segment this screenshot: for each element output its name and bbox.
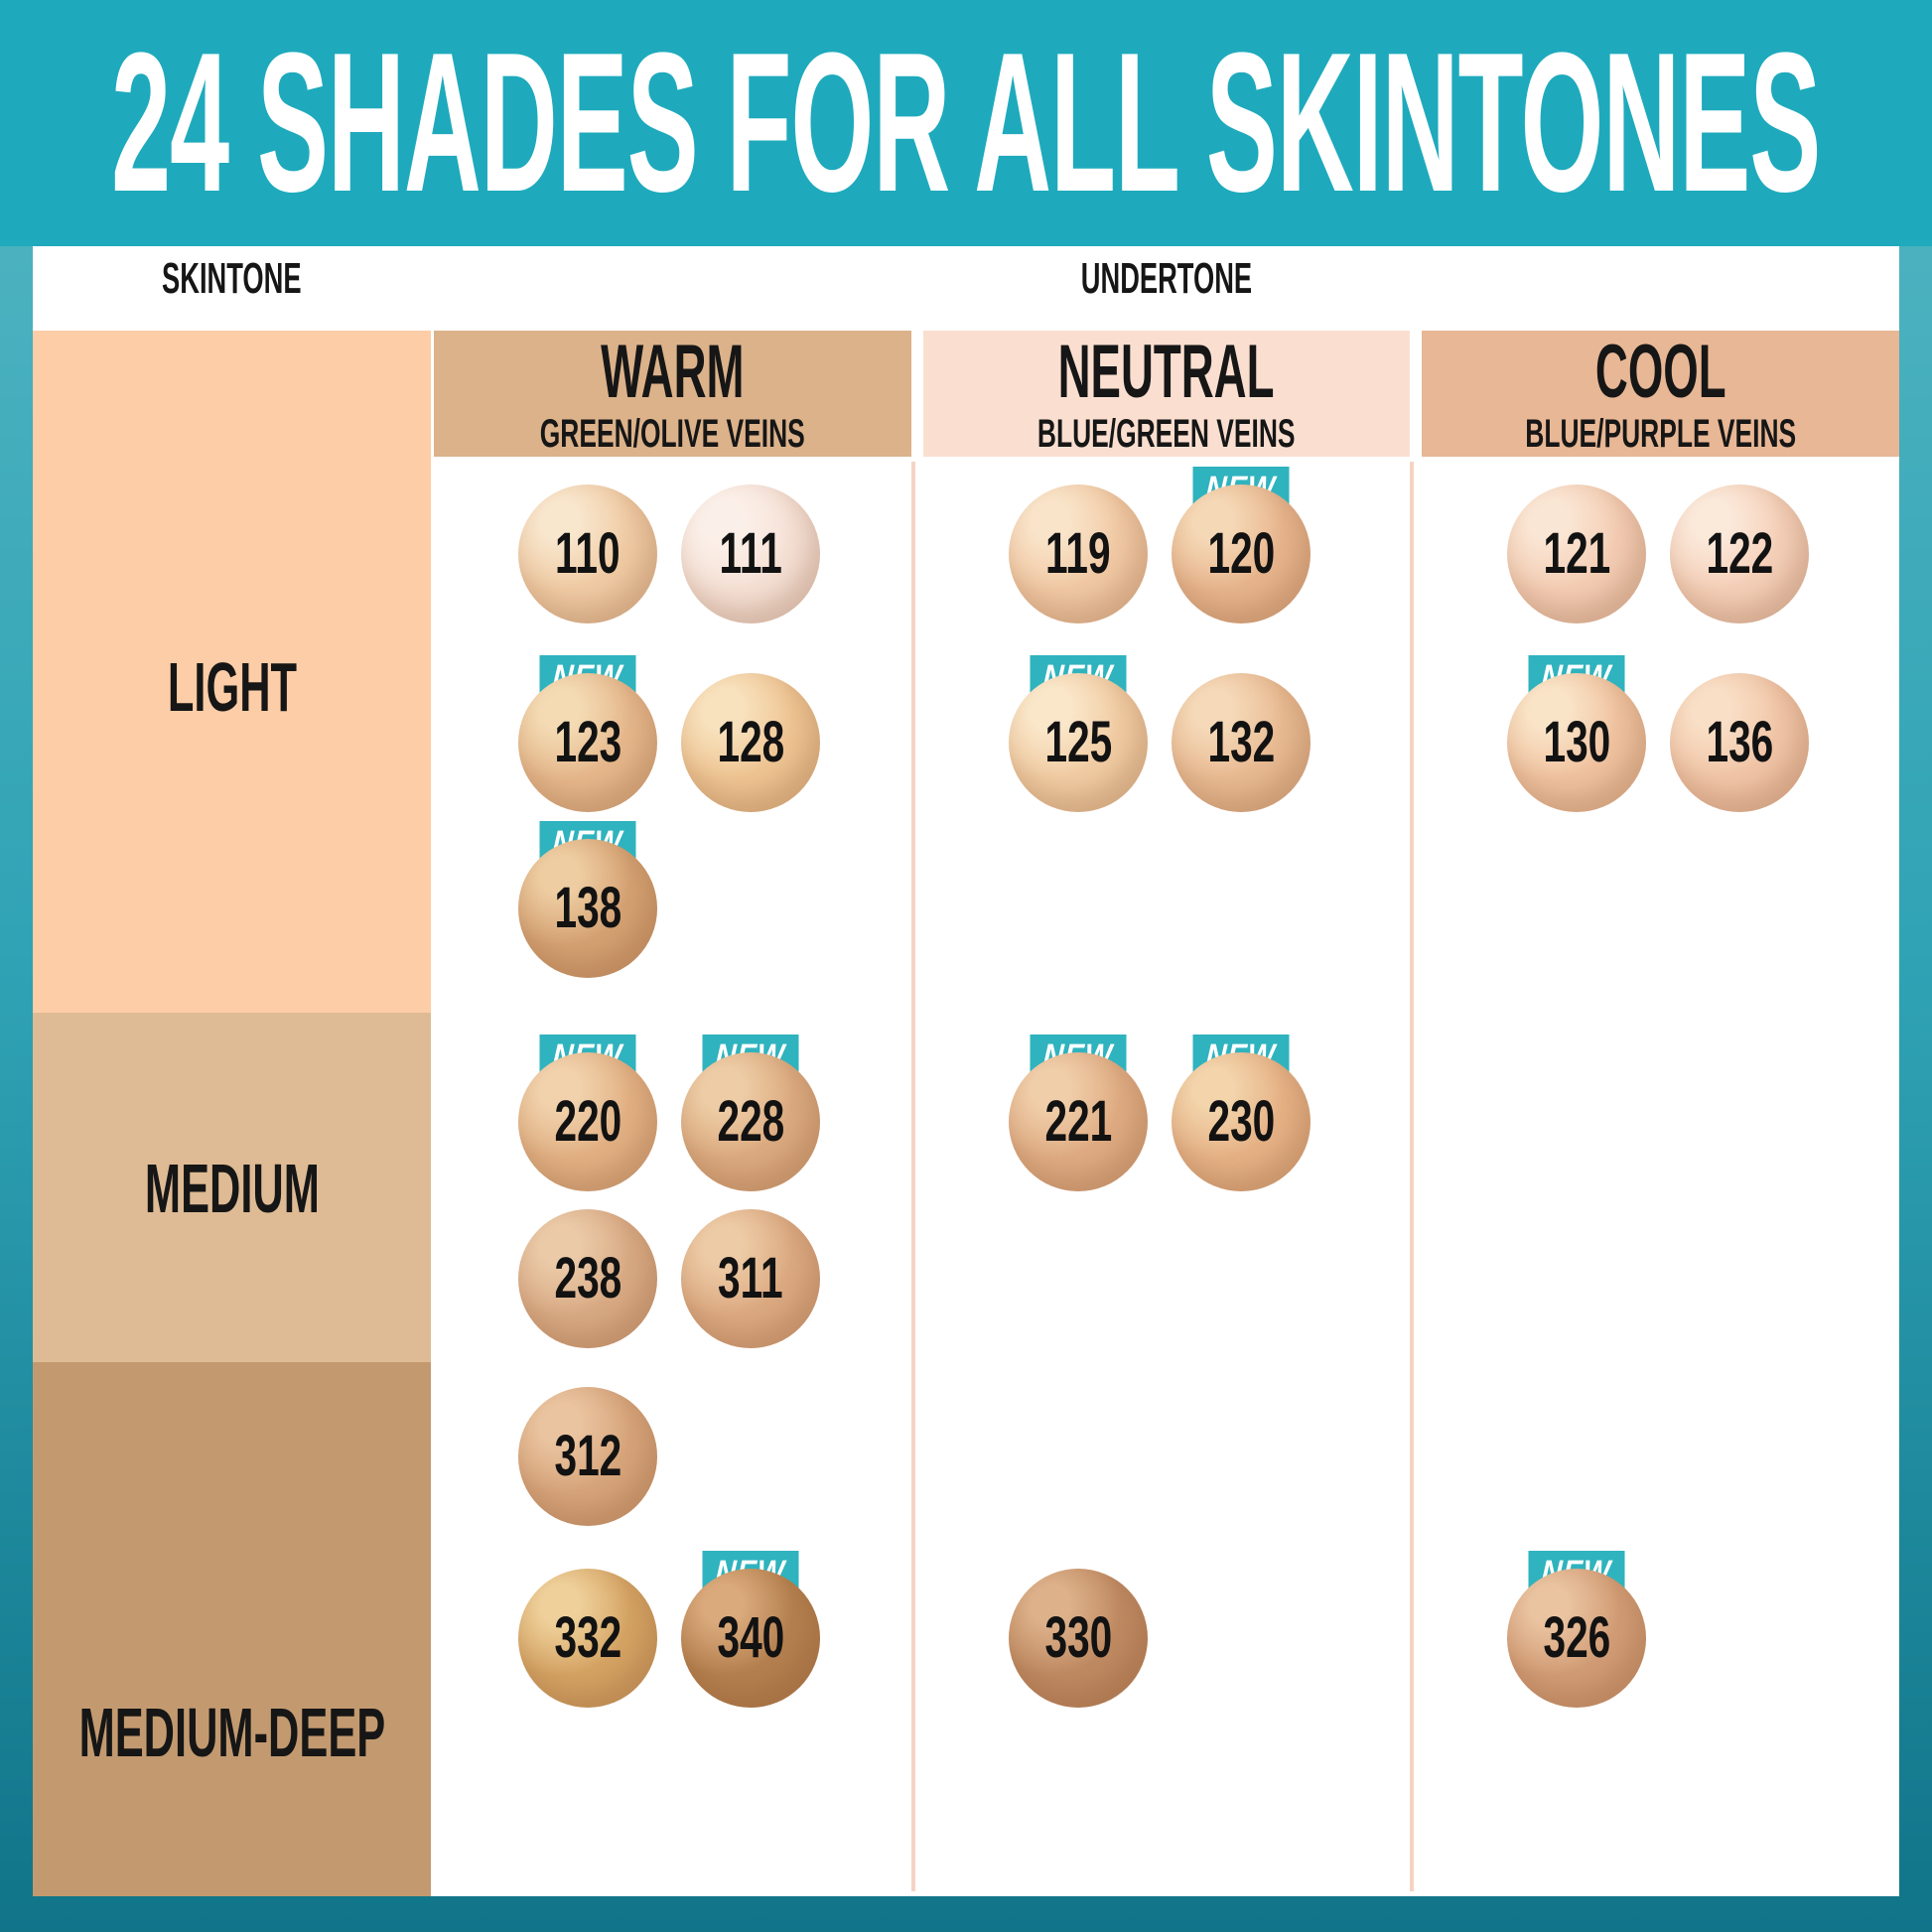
shade-circle: 110: [518, 484, 657, 623]
row-label-light-text: LIGHT: [167, 648, 297, 726]
shade-circle: 136: [1670, 673, 1809, 812]
shade-number: 138: [554, 876, 621, 940]
shade-number: 128: [717, 710, 784, 774]
warm-label: WARM: [601, 329, 745, 414]
shade-circle: 130: [1507, 673, 1646, 812]
shade-swatch-312: 312: [518, 1387, 657, 1526]
shade-circle: 111: [681, 484, 820, 623]
shade-number: 220: [554, 1089, 621, 1154]
row-label-light: LIGHT: [33, 637, 431, 737]
shade-number: 120: [1207, 521, 1275, 586]
shade-number: 110: [555, 521, 621, 586]
shade-swatch-326: NEW326: [1507, 1551, 1646, 1708]
shade-swatch-123: NEW123: [518, 655, 657, 812]
neutral-label: NEUTRAL: [1058, 329, 1275, 414]
shade-number: 119: [1045, 521, 1111, 586]
shade-circle: 332: [518, 1569, 657, 1708]
row-label-medium-deep-text: MEDIUM-DEEP: [78, 1694, 385, 1771]
row-medium-deep-block: [33, 1362, 431, 1896]
column-divider-warm-neutral: [911, 462, 915, 1891]
shade-swatch-128: 128: [681, 673, 820, 812]
shade-circle: 120: [1172, 484, 1311, 623]
undertone-axis-label: UNDERTONE: [434, 256, 1899, 302]
shade-number: 132: [1207, 710, 1275, 774]
shade-number: 122: [1706, 521, 1773, 586]
shade-circle: 121: [1507, 484, 1646, 623]
shade-swatch-221: NEW221: [1009, 1035, 1148, 1191]
shade-circle: 230: [1172, 1052, 1311, 1191]
shade-circle: 125: [1009, 673, 1148, 812]
undertone-axis-text: UNDERTONE: [1080, 254, 1253, 303]
shade-number: 228: [717, 1089, 784, 1154]
row-label-medium: MEDIUM: [33, 1139, 431, 1238]
skintone-axis-text: SKINTONE: [162, 254, 302, 303]
shade-swatch-132: 132: [1172, 673, 1311, 812]
shade-swatch-119: 119: [1009, 484, 1148, 623]
shade-circle: 220: [518, 1052, 657, 1191]
shade-number: 136: [1706, 710, 1773, 774]
shade-number: 311: [718, 1246, 783, 1311]
shade-swatch-130: NEW130: [1507, 655, 1646, 812]
page-title: 24 SHADES FOR ALL SKINTONES: [111, 12, 1821, 233]
shade-number: 238: [554, 1246, 621, 1311]
shade-swatch-120: NEW120: [1172, 467, 1311, 623]
shade-swatch-311: 311: [681, 1209, 820, 1348]
shade-number: 111: [719, 521, 782, 586]
row-light-block: [33, 331, 431, 1013]
shade-circle: 138: [518, 839, 657, 978]
row-medium-block: [33, 1013, 431, 1362]
shade-circle: 132: [1172, 673, 1311, 812]
shade-number: 312: [554, 1424, 621, 1488]
shade-swatch-111: 111: [681, 484, 820, 623]
shade-swatch-110: 110: [518, 484, 657, 623]
shade-swatch-138: NEW138: [518, 821, 657, 978]
shade-circle: 326: [1507, 1569, 1646, 1708]
shade-number: 326: [1543, 1605, 1610, 1670]
shade-circle: 312: [518, 1387, 657, 1526]
shade-number: 340: [717, 1605, 784, 1670]
shade-swatch-136: 136: [1670, 673, 1809, 812]
header-neutral-undertone: NEUTRAL BLUE/GREEN VEINS: [923, 331, 1410, 457]
shade-swatch-340: NEW340: [681, 1551, 820, 1708]
shade-swatch-330: 330: [1009, 1569, 1148, 1708]
warm-sublabel: GREEN/OLIVE VEINS: [540, 411, 805, 456]
shade-number: 125: [1044, 710, 1112, 774]
shade-swatch-332: 332: [518, 1569, 657, 1708]
shade-circle: 330: [1009, 1569, 1148, 1708]
shade-circle: 221: [1009, 1052, 1148, 1191]
neutral-sublabel: BLUE/GREEN VEINS: [1037, 411, 1296, 456]
row-label-medium-text: MEDIUM: [144, 1150, 320, 1227]
skintone-axis-label: SKINTONE: [33, 256, 431, 302]
row-label-medium-deep: MEDIUM-DEEP: [33, 1683, 431, 1782]
shade-number: 230: [1207, 1089, 1275, 1154]
shade-circle: 123: [518, 673, 657, 812]
shade-swatch-220: NEW220: [518, 1035, 657, 1191]
title-band: 24 SHADES FOR ALL SKINTONES: [0, 0, 1932, 246]
shade-number: 221: [1044, 1089, 1112, 1154]
shade-swatch-122: 122: [1670, 484, 1809, 623]
shade-swatch-228: NEW228: [681, 1035, 820, 1191]
shade-swatch-125: NEW125: [1009, 655, 1148, 812]
shade-number: 123: [554, 710, 621, 774]
cool-label: COOL: [1594, 329, 1726, 414]
header-warm-undertone: WARM GREEN/OLIVE VEINS: [434, 331, 911, 457]
column-divider-neutral-cool: [1410, 462, 1414, 1891]
shade-swatch-121: 121: [1507, 484, 1646, 623]
shade-circle: 128: [681, 673, 820, 812]
shade-circle: 119: [1009, 484, 1148, 623]
shade-number: 121: [1543, 521, 1610, 586]
shade-circle: 311: [681, 1209, 820, 1348]
shade-circle: 228: [681, 1052, 820, 1191]
shade-circle: 340: [681, 1569, 820, 1708]
shade-swatch-238: 238: [518, 1209, 657, 1348]
shade-circle: 122: [1670, 484, 1809, 623]
shade-number: 330: [1044, 1605, 1112, 1670]
shade-circle: 238: [518, 1209, 657, 1348]
header-cool-undertone: COOL BLUE/PURPLE VEINS: [1422, 331, 1899, 457]
cool-sublabel: BLUE/PURPLE VEINS: [1525, 411, 1796, 456]
shade-number: 332: [554, 1605, 621, 1670]
shade-swatch-230: NEW230: [1172, 1035, 1311, 1191]
shade-number: 130: [1543, 710, 1610, 774]
